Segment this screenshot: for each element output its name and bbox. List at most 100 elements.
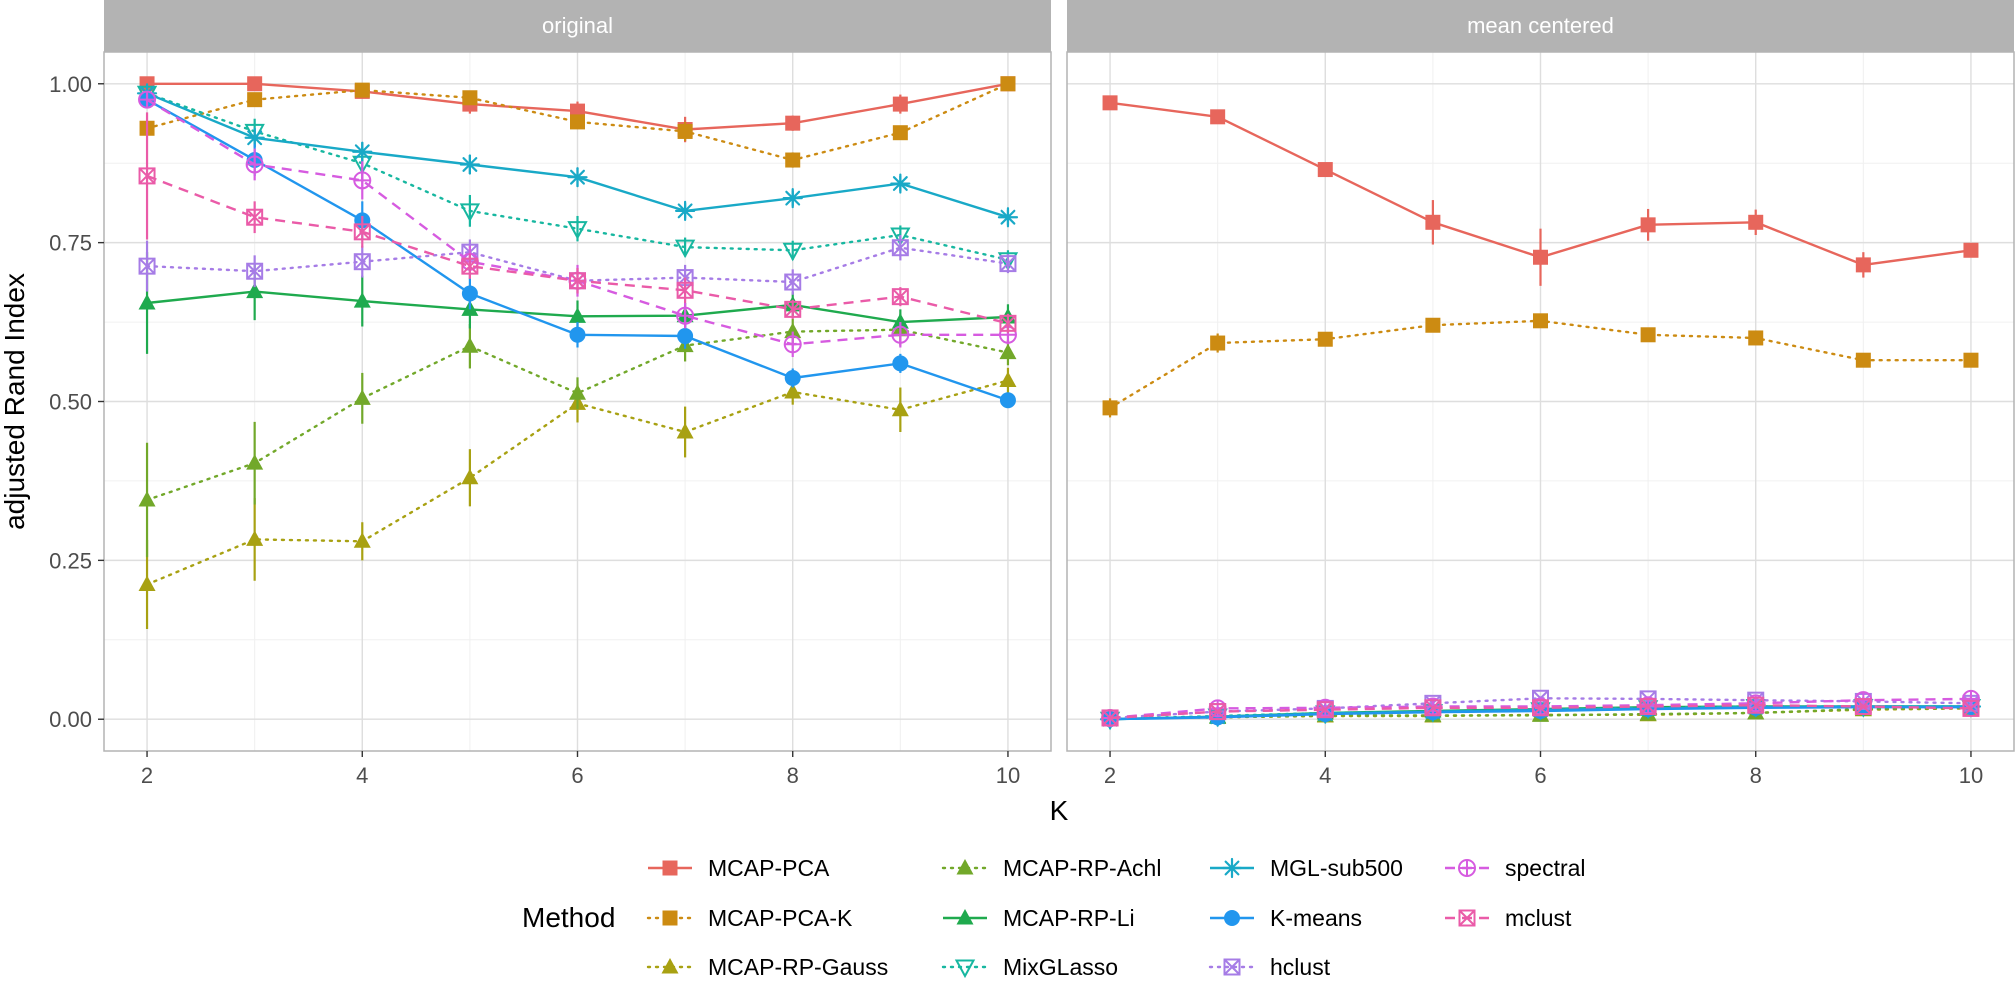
data-point	[785, 152, 801, 168]
data-point	[247, 76, 263, 92]
y-tick-label: 0.25	[49, 548, 92, 573]
data-point	[353, 253, 371, 271]
data-point	[784, 300, 802, 318]
series-mcap-pca	[1102, 95, 1979, 286]
x-tick-label: 6	[571, 763, 583, 788]
data-point	[784, 273, 802, 291]
data-point	[461, 257, 479, 275]
data-point	[997, 207, 1019, 228]
data-point	[352, 141, 373, 162]
data-point	[246, 262, 264, 280]
data-point	[891, 313, 909, 329]
data-point	[354, 82, 370, 98]
data-point	[1963, 242, 1979, 258]
legend-label: MGL-sub500	[1270, 855, 1403, 881]
y-tick-label: 0.75	[49, 231, 92, 256]
data-point	[890, 173, 911, 194]
legend-label: MCAP-RP-Achl	[1003, 855, 1161, 881]
facet-strip	[1067, 0, 2014, 52]
data-point	[569, 272, 586, 290]
facet-strip-label: mean centered	[1467, 13, 1614, 38]
data-point	[461, 337, 479, 353]
data-point	[247, 92, 263, 108]
data-point	[138, 90, 157, 109]
data-point	[1424, 699, 1442, 717]
data-point	[785, 115, 801, 131]
data-point	[676, 423, 694, 439]
x-tick-label: 10	[1959, 763, 1983, 788]
data-point	[999, 343, 1017, 360]
data-point	[1962, 699, 1980, 717]
legend-title: Method	[522, 902, 615, 933]
data-point	[890, 227, 911, 247]
data-point	[459, 154, 480, 175]
data-point	[1210, 335, 1226, 351]
data-point	[461, 285, 478, 302]
data-point	[784, 369, 801, 386]
data-point	[1533, 249, 1548, 265]
series-mclust	[1101, 696, 1980, 727]
y-tick-label: 1.00	[49, 72, 92, 97]
legend-label: MCAP-RP-Gauss	[708, 954, 888, 979]
y-axis-title: adjusted Rand Index	[0, 273, 30, 530]
panel-mean-centered: mean centered 2 4 6 8 10	[1066, 0, 2015, 788]
legend-item-mcap-pca-k: MCAP-PCA-K	[646, 905, 853, 931]
legend-label: spectral	[1505, 855, 1586, 881]
data-point	[1748, 214, 1764, 230]
series-mclust	[138, 112, 1017, 333]
series-line	[145, 82, 1010, 162]
data-point	[246, 454, 264, 470]
data-point	[1102, 95, 1118, 111]
legend-label: hclust	[1270, 954, 1331, 979]
data-point	[569, 384, 586, 400]
legend-item-spectral: spectral	[1445, 855, 1586, 881]
y-tick-label: 0.00	[49, 707, 92, 732]
data-point	[891, 239, 909, 257]
data-point	[138, 490, 156, 507]
data-point	[1855, 352, 1871, 368]
data-point	[677, 123, 693, 139]
data-point	[1855, 257, 1871, 273]
legend-item-hclust: hclust	[1208, 954, 1331, 980]
data-point	[461, 468, 479, 485]
legend-label: MCAP-RP-Li	[1003, 905, 1135, 931]
data-point	[138, 575, 156, 592]
data-point	[676, 306, 695, 325]
data-point	[353, 532, 371, 548]
data-point	[567, 167, 588, 188]
data-point	[891, 325, 910, 344]
data-point	[1317, 162, 1333, 178]
data-point	[569, 307, 586, 323]
legend-key-marker	[662, 860, 678, 876]
x-tick-label: 6	[1534, 763, 1546, 788]
legend-item-mclust: mclust	[1445, 905, 1572, 931]
data-point	[246, 530, 264, 546]
data-point	[353, 223, 371, 241]
panel-original: original 2 4 6 8 10 0.00 0.25 0.50 0.75 1.00	[49, 0, 1052, 788]
data-point	[1000, 76, 1016, 92]
legend-label: mclust	[1505, 905, 1572, 931]
legend-item-mcap-rp-achl: MCAP-RP-Achl	[941, 855, 1161, 881]
data-point	[462, 90, 478, 106]
legend-item-mcap-rp-li: MCAP-RP-Li	[943, 905, 1135, 931]
data-point	[1961, 689, 1980, 708]
legend-key-marker	[956, 859, 974, 875]
data-point	[245, 155, 264, 174]
legend-item-k-means: K-means	[1210, 905, 1362, 931]
data-point	[1747, 696, 1765, 714]
data-point	[892, 125, 908, 141]
legend-key-marker	[1223, 958, 1241, 976]
y-tick-label: 0.50	[49, 390, 92, 415]
data-point	[569, 326, 586, 343]
x-tick-label: 4	[356, 763, 368, 788]
data-point	[1317, 331, 1333, 347]
legend-item-mcap-pca: MCAP-PCA	[648, 855, 830, 881]
legend-item-mgl-sub500: MGL-sub500	[1210, 855, 1403, 881]
data-point	[353, 292, 371, 308]
legend-key-marker	[956, 909, 974, 925]
data-point	[891, 400, 909, 417]
data-point	[997, 252, 1019, 271]
x-tick-label: 8	[1750, 763, 1762, 788]
